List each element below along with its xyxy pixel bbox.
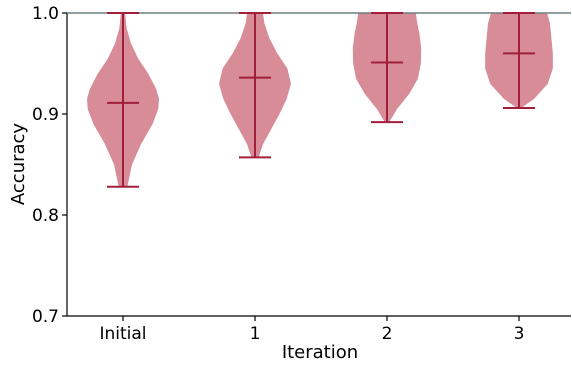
x-axis-label: Iteration [282,342,358,363]
y-tick-label-3: 1.0 [32,4,59,24]
x-tick-label-1: 1 [250,324,261,344]
y-tick-label-0: 0.7 [32,307,59,327]
x-tick-label-2: 2 [382,324,393,344]
x-tick-label-3: 3 [514,324,525,344]
y-tick-label-2: 0.9 [32,105,59,125]
y-tick-label-1: 0.8 [32,206,59,226]
y-axis-label: Accuracy [8,123,29,206]
x-tick-label-0: Initial [99,324,146,344]
